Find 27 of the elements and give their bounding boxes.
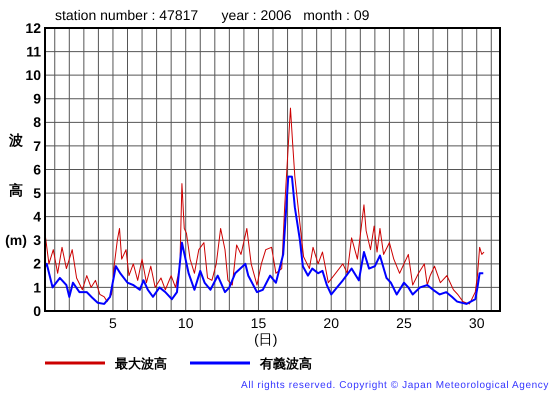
y-tick-label: 11 bbox=[26, 43, 42, 60]
line-series bbox=[44, 108, 484, 304]
y-tick-label: 7 bbox=[33, 138, 42, 154]
x-tick-label: 15 bbox=[250, 315, 266, 331]
x-tick-label: 10 bbox=[178, 315, 194, 331]
text: 波高(m) bbox=[5, 132, 27, 248]
line-series bbox=[44, 176, 484, 305]
x-axis-title: (日) bbox=[254, 331, 278, 347]
y-tick-label: 9 bbox=[33, 90, 42, 107]
y-tick-label: 1 bbox=[33, 279, 42, 296]
y-tick-label: 5 bbox=[33, 184, 42, 201]
x-tick-label: 5 bbox=[109, 315, 118, 331]
y-tick-label: 0 bbox=[33, 302, 42, 319]
chart-title: station number : 47817 year : 2006 month : 09 bbox=[55, 7, 370, 23]
y-tick-label: 6 bbox=[33, 161, 42, 178]
y-tick-label: 8 bbox=[33, 114, 42, 130]
y-tick-label: 3 bbox=[33, 232, 42, 248]
legend-label: 有義波高 bbox=[259, 356, 312, 371]
y-tick-label: 12 bbox=[25, 20, 42, 36]
y-tick-label: 10 bbox=[25, 67, 42, 84]
y-tick-label: 2 bbox=[33, 256, 42, 272]
x-tick-label: 20 bbox=[323, 315, 340, 331]
x-tick-label: 25 bbox=[396, 315, 412, 331]
y-tick-label: 4 bbox=[33, 208, 42, 225]
text: All rights reserved. Copyright © Japan Meteorological Agency bbox=[241, 380, 549, 391]
legend-label: 最大波高 bbox=[114, 356, 167, 371]
x-tick-label: 30 bbox=[468, 315, 485, 331]
